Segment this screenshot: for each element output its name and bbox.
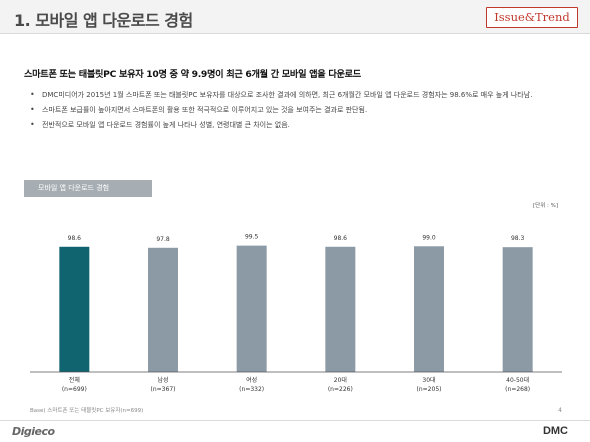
sample-size-label: (n=367) — [151, 386, 176, 393]
header-bar: 1. 모바일 앱 다운로드 경험 Issue&Trend — [0, 0, 590, 34]
bullet-dot-icon: • — [30, 90, 35, 99]
x-tick-label: 남성 — [157, 376, 168, 384]
data-label: 98.3 — [511, 235, 525, 242]
sample-size-label: (n=268) — [505, 386, 530, 393]
chart-section-tag: 모바일 앱 다운로드 경험 — [24, 180, 152, 197]
bar — [502, 247, 533, 372]
bullet-dot-icon: • — [30, 120, 35, 129]
bullet-item: • 스마트폰 보급률이 높아지면서 스마트폰의 활용 또한 적극적으로 이루어지고… — [30, 105, 570, 115]
sample-size-label: (n=205) — [417, 386, 442, 393]
x-tick-label: 30대 — [422, 376, 435, 384]
x-tick-label: 여성 — [246, 376, 257, 384]
bullet-item: • 전반적으로 모바일 앱 다운로드 경험률이 높게 나타나 성별, 연령대별 큰… — [30, 120, 570, 130]
digieco-logo: Digieco — [12, 425, 55, 438]
dmc-logo: DMC — [542, 425, 568, 437]
x-tick-label: 20대 — [334, 376, 347, 384]
sample-size-label: (n=699) — [62, 386, 87, 393]
footer-bar: Digieco DMC — [0, 420, 590, 442]
bullet-list: • DMC미디어가 2015년 1월 스마트폰 또는 태블릿PC 보유자를 대상으… — [30, 90, 570, 135]
bullet-text: DMC미디어가 2015년 1월 스마트폰 또는 태블릿PC 보유자를 대상으로… — [42, 91, 533, 99]
data-label: 99.0 — [422, 234, 436, 241]
x-tick-label: 전체 — [69, 376, 80, 384]
bullet-text: 스마트폰 보급률이 높아지면서 스마트폰의 활용 또한 적극적으로 이루어지고 … — [42, 106, 368, 114]
bar — [59, 246, 90, 372]
unit-label: [단위 : %] — [533, 203, 558, 209]
bar — [148, 247, 178, 372]
data-label: 97.8 — [156, 236, 170, 243]
issue-trend-badge: Issue&Trend — [486, 7, 578, 28]
bar — [325, 246, 356, 372]
sample-size-label: (n=226) — [328, 386, 353, 393]
sample-size-label: (n=332) — [239, 386, 264, 393]
data-label: 99.5 — [245, 234, 259, 241]
bar — [414, 246, 444, 372]
bar — [236, 245, 267, 372]
bullet-item: • DMC미디어가 2015년 1월 스마트폰 또는 태블릿PC 보유자를 대상으… — [30, 90, 570, 100]
page-number: 4 — [558, 407, 562, 414]
data-label: 98.6 — [334, 235, 348, 242]
headline: 스마트폰 또는 태블릿PC 보유자 10명 중 약 9.9명이 최근 6개월 간… — [24, 69, 361, 80]
page-title: 1. 모바일 앱 다운로드 경험 — [14, 11, 193, 30]
bullet-dot-icon: • — [30, 105, 35, 114]
x-tick-label: 40-50대 — [506, 376, 529, 384]
bullet-text: 전반적으로 모바일 앱 다운로드 경험률이 높게 나타나 성별, 연령대별 큰 … — [42, 121, 290, 129]
data-label: 98.6 — [68, 235, 82, 242]
base-note: Base) 스마트폰 또는 태블릿PC 보유자(n=699) — [30, 408, 144, 414]
